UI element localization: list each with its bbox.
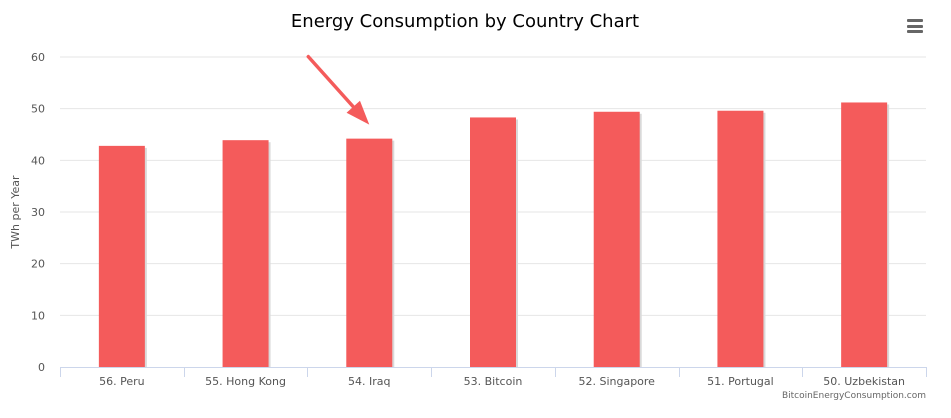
chart-credit[interactable]: BitcoinEnergyConsumption.com (782, 391, 926, 401)
y-axis-label: TWh per Year (9, 175, 22, 250)
y-tick-label: 50 (31, 103, 45, 116)
y-tick-label: 0 (38, 361, 45, 374)
hamburger-menu-icon[interactable] (903, 16, 927, 36)
bars-group (98, 102, 890, 368)
x-tick-label: 54. Iraq (348, 375, 390, 388)
x-axis (60, 367, 927, 377)
y-tick-label: 10 (31, 309, 45, 322)
x-axis-ticks: 56. Peru 55. Hong Kong 54. Iraq 53. Bitcoin… (99, 375, 905, 388)
bar[interactable] (593, 111, 640, 368)
y-tick-label: 60 (31, 51, 45, 64)
x-tick-label: 56. Peru (99, 375, 145, 388)
bar[interactable] (346, 138, 393, 367)
chart-title: Energy Consumption by Country Chart (291, 11, 639, 32)
x-tick-label: 51. Portugal (707, 375, 774, 388)
bar[interactable] (470, 117, 516, 367)
y-tick-label: 20 (31, 258, 45, 271)
y-axis-ticks: 0 10 20 30 40 50 60 (31, 51, 45, 374)
x-tick-label: 50. Uzbekistan (823, 375, 905, 388)
bar[interactable] (222, 140, 269, 367)
x-tick-label: 55. Hong Kong (205, 375, 286, 388)
arrow-shaft (306, 54, 356, 109)
x-tick-label: 52. Singapore (578, 375, 655, 388)
y-tick-label: 40 (31, 154, 45, 167)
x-tick-label: 53. Bitcoin (464, 375, 523, 388)
arrow-head (346, 100, 370, 125)
bar[interactable] (717, 110, 764, 367)
bar[interactable] (841, 102, 888, 367)
y-tick-label: 30 (31, 206, 45, 219)
bar[interactable] (98, 145, 145, 367)
annotation-arrow (306, 54, 370, 125)
